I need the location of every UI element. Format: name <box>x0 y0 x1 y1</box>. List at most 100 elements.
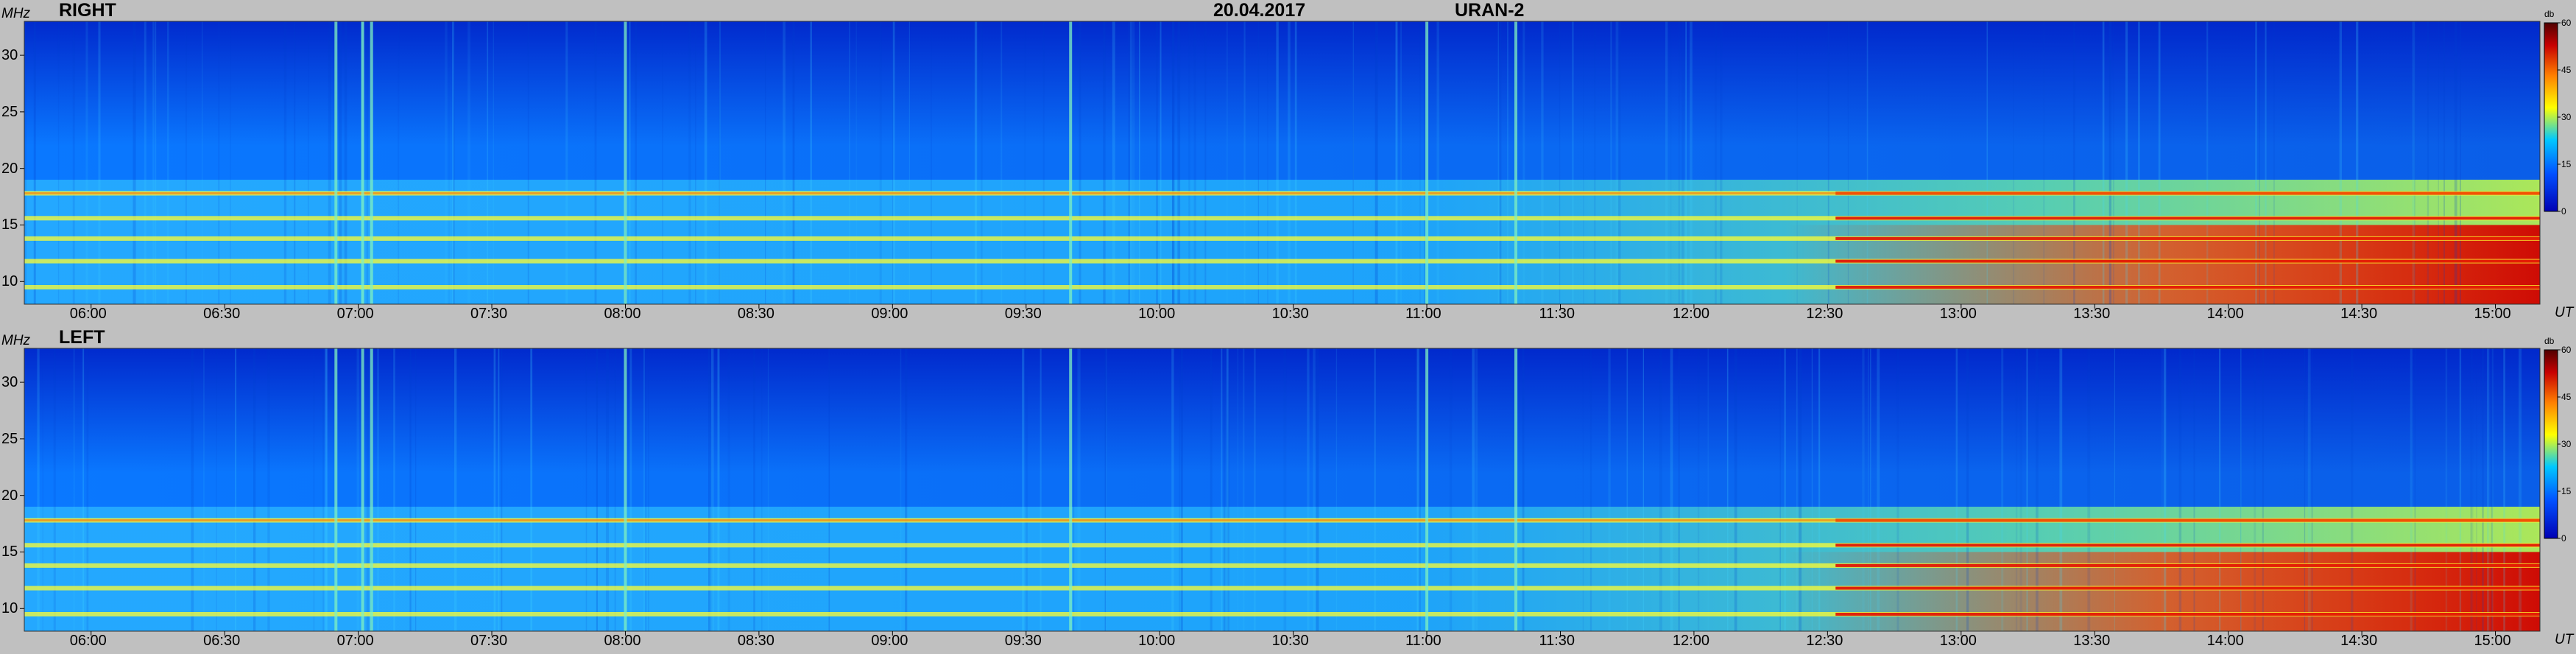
texture-streak <box>2019 348 2022 631</box>
texture-streak <box>1237 348 1239 631</box>
texture-streak <box>1129 21 1132 304</box>
texture-streak <box>783 21 786 304</box>
x-tick-label: 09:30 <box>1004 306 1042 322</box>
texture-streak <box>765 21 766 304</box>
vertical-burst <box>1514 348 1517 631</box>
texture-streak <box>855 21 857 304</box>
texture-streak <box>1160 21 1162 304</box>
texture-streak <box>154 21 157 304</box>
texture-streak <box>1811 348 1813 631</box>
texture-streak <box>2350 348 2354 631</box>
texture-streak <box>1517 348 1518 631</box>
high-frequency-region <box>24 21 2540 146</box>
y-tick-label: 10 <box>1 273 18 290</box>
texture-streak <box>85 21 88 304</box>
texture-streak <box>325 348 328 631</box>
vertical-burst <box>624 21 627 304</box>
texture-streak <box>1966 348 1969 631</box>
colorbar-tick-label: 0 <box>2561 533 2566 544</box>
y-tick-label: 25 <box>1 430 18 447</box>
texture-streak <box>2487 348 2488 631</box>
colorbar <box>2544 349 2558 539</box>
x-tick-label: 10:30 <box>1271 633 1309 649</box>
texture-streak <box>2476 348 2477 631</box>
colorbar <box>2544 22 2558 212</box>
x-tick-label: 14:30 <box>2340 633 2378 649</box>
texture-streak <box>1522 348 1525 631</box>
x-tick-label: 14:30 <box>2340 306 2378 322</box>
texture-streak <box>82 348 85 631</box>
texture-streak <box>1103 21 1106 304</box>
texture-streak <box>629 21 631 304</box>
vertical-burst <box>1069 21 1073 304</box>
frequency-band-strong <box>1835 286 2540 289</box>
texture-streak <box>1316 348 1319 631</box>
frequency-band <box>24 563 2540 568</box>
texture-streak <box>2001 348 2004 631</box>
texture-streak <box>1022 348 1025 631</box>
texture-streak <box>2102 21 2105 304</box>
x-tick-label: 09:00 <box>871 306 908 322</box>
texture-streak <box>1307 348 1310 631</box>
texture-streak <box>1079 21 1081 304</box>
texture-streak <box>892 21 894 304</box>
texture-streak <box>1243 21 1246 304</box>
texture-streak <box>1352 21 1354 304</box>
texture-streak <box>1001 21 1003 304</box>
x-tick-label: 08:00 <box>604 633 641 649</box>
frequency-band-core <box>24 519 2540 521</box>
texture-streak <box>2454 21 2457 304</box>
texture-streak <box>1818 348 1821 631</box>
texture-streak <box>719 21 721 304</box>
texture-streak <box>1416 348 1419 631</box>
texture-streak <box>498 348 500 631</box>
x-tick-label: 08:30 <box>737 306 774 322</box>
texture-streak <box>409 348 412 631</box>
texture-streak <box>2240 348 2242 631</box>
texture-streak <box>643 348 645 631</box>
texture-streak <box>1104 348 1107 631</box>
texture-streak <box>1139 21 1140 304</box>
colorbar-tick-label: 15 <box>2561 486 2572 496</box>
texture-streak <box>1541 21 1544 304</box>
x-tick-label: 12:30 <box>1806 306 1843 322</box>
texture-streak <box>629 348 632 631</box>
texture-streak <box>1475 348 1478 631</box>
texture-streak <box>1042 21 1045 304</box>
texture-streak <box>710 348 713 631</box>
vertical-burst <box>370 21 373 304</box>
vertical-burst <box>1069 348 1073 631</box>
texture-streak <box>467 21 470 304</box>
texture-streak <box>2206 21 2209 304</box>
texture-streak <box>86 348 89 631</box>
texture-streak <box>753 348 755 631</box>
texture-streak <box>1257 21 1259 304</box>
y-tick-label: 30 <box>1 374 18 391</box>
texture-streak <box>1267 21 1268 304</box>
texture-streak <box>1572 21 1574 304</box>
texture-streak <box>33 21 36 304</box>
texture-streak <box>1707 348 1709 631</box>
texture-streak <box>167 21 169 304</box>
vertical-burst <box>370 348 373 631</box>
frequency-band-strong <box>1835 544 2540 547</box>
texture-streak <box>1226 348 1229 631</box>
texture-streak <box>849 21 850 304</box>
texture-streak <box>596 348 598 631</box>
texture-streak <box>2410 348 2413 631</box>
x-tick-label: 08:00 <box>604 306 641 322</box>
texture-streak <box>487 21 489 304</box>
frequency-band <box>24 543 2540 548</box>
texture-streak <box>1132 21 1135 304</box>
texture-streak <box>1375 21 1378 304</box>
texture-streak <box>527 21 529 304</box>
vertical-burst <box>361 21 364 304</box>
texture-streak <box>1665 21 1668 304</box>
x-tick-label: 08:30 <box>737 633 774 649</box>
texture-streak <box>1847 21 1849 304</box>
x-tick-label: 07:00 <box>336 306 374 322</box>
y-tick-label: 20 <box>1 160 18 177</box>
y-axis-unit-left: MHz <box>1 333 31 348</box>
frequency-band-core <box>24 192 2540 194</box>
texture-streak <box>1472 348 1475 631</box>
